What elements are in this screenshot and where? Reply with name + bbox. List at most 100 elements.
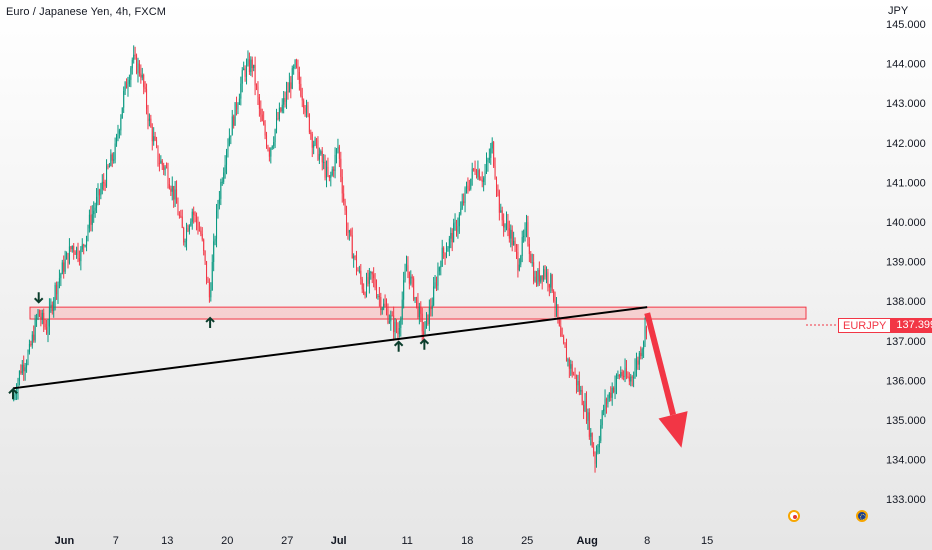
candle-body xyxy=(21,364,23,374)
candle-body xyxy=(30,344,32,346)
candle-body xyxy=(615,375,617,385)
economic-event-icon[interactable] xyxy=(788,510,800,522)
candle-body xyxy=(410,276,412,284)
candle-body xyxy=(610,392,612,398)
candle-body xyxy=(156,140,158,146)
candle-body xyxy=(27,352,29,364)
candle-body xyxy=(201,233,203,240)
candle-body xyxy=(605,399,607,404)
candle-body xyxy=(508,228,510,239)
candle-body xyxy=(60,274,62,279)
candle-body xyxy=(617,375,619,377)
candle-body xyxy=(461,201,463,209)
candle-body xyxy=(436,282,438,286)
candle-body xyxy=(116,135,118,144)
candle-body xyxy=(521,237,523,257)
candle-body xyxy=(177,203,179,215)
candle-body xyxy=(491,142,493,149)
currency-label: JPY xyxy=(888,5,909,17)
candle-body xyxy=(634,368,636,378)
y-tick-label: 138.000 xyxy=(886,296,926,308)
candle-body xyxy=(46,327,48,334)
candle-body xyxy=(88,214,90,229)
candle-body xyxy=(386,306,388,310)
candle-body xyxy=(348,230,350,233)
x-tick-label: 7 xyxy=(113,535,119,547)
x-tick-label: 11 xyxy=(402,535,413,547)
candle-body xyxy=(200,230,202,234)
candle-body xyxy=(413,278,415,300)
candle-body xyxy=(144,87,146,90)
candle-body xyxy=(353,256,355,259)
candle-body xyxy=(316,138,318,141)
candle-body xyxy=(78,258,80,262)
candle-body xyxy=(270,148,272,157)
candle-body xyxy=(631,376,633,378)
candle-body xyxy=(51,304,53,312)
candle-body xyxy=(240,83,242,99)
candle-body xyxy=(314,138,316,145)
candle-body xyxy=(346,210,348,232)
candle-body xyxy=(161,160,163,166)
candle-body xyxy=(146,89,148,109)
candle-body xyxy=(326,166,328,178)
candle-body xyxy=(68,246,70,264)
candle-body xyxy=(501,210,503,221)
candle-body xyxy=(588,412,590,437)
candle-body xyxy=(244,68,246,77)
candle-body xyxy=(515,245,517,252)
candle-body xyxy=(206,260,208,280)
candle-body xyxy=(298,71,300,84)
candle-body xyxy=(98,189,100,196)
candle-body xyxy=(550,274,552,288)
candle-body xyxy=(84,245,86,247)
candle-body xyxy=(168,184,170,189)
candle-body xyxy=(173,185,175,200)
candle-body xyxy=(465,185,467,189)
candle-body xyxy=(103,181,105,184)
candle-body xyxy=(440,266,442,268)
candle-body xyxy=(563,336,565,343)
candle-body xyxy=(433,286,435,306)
candle-body xyxy=(471,168,473,179)
candle-body xyxy=(417,299,419,318)
candle-body xyxy=(33,334,35,341)
candle-body xyxy=(590,433,592,437)
eu-flag-icon[interactable] xyxy=(856,510,868,522)
candle-body xyxy=(421,313,423,332)
candle-body xyxy=(594,453,596,464)
candle-body xyxy=(283,98,285,105)
candle-body xyxy=(66,253,68,260)
candle-body xyxy=(303,100,305,109)
candle-body xyxy=(618,375,620,377)
candle-body xyxy=(488,157,490,160)
candle-body xyxy=(401,299,403,320)
candle-body xyxy=(231,116,233,136)
candle-body xyxy=(523,236,525,238)
candle-body xyxy=(228,136,230,146)
candle-body xyxy=(186,228,188,242)
candle-body xyxy=(604,399,606,410)
candle-body xyxy=(585,401,587,421)
candle-body xyxy=(48,307,50,327)
candle-body xyxy=(243,68,245,71)
candle-body xyxy=(91,214,93,225)
candle-body xyxy=(133,54,135,60)
candle-body xyxy=(41,312,43,320)
candle-body xyxy=(384,303,386,307)
candle-body xyxy=(38,310,40,317)
x-tick-label: Jul xyxy=(331,535,347,547)
candle-body xyxy=(87,228,89,237)
candle-body xyxy=(477,170,479,178)
candle-body xyxy=(310,132,312,135)
candle-body xyxy=(93,210,95,215)
candle-body xyxy=(208,282,210,298)
candle-body xyxy=(323,161,325,163)
candle-body xyxy=(608,392,610,399)
candle-body xyxy=(366,277,368,296)
candle-body xyxy=(396,321,398,331)
candle-body xyxy=(266,135,268,147)
candle-body xyxy=(541,275,543,280)
candle-body xyxy=(573,374,575,376)
